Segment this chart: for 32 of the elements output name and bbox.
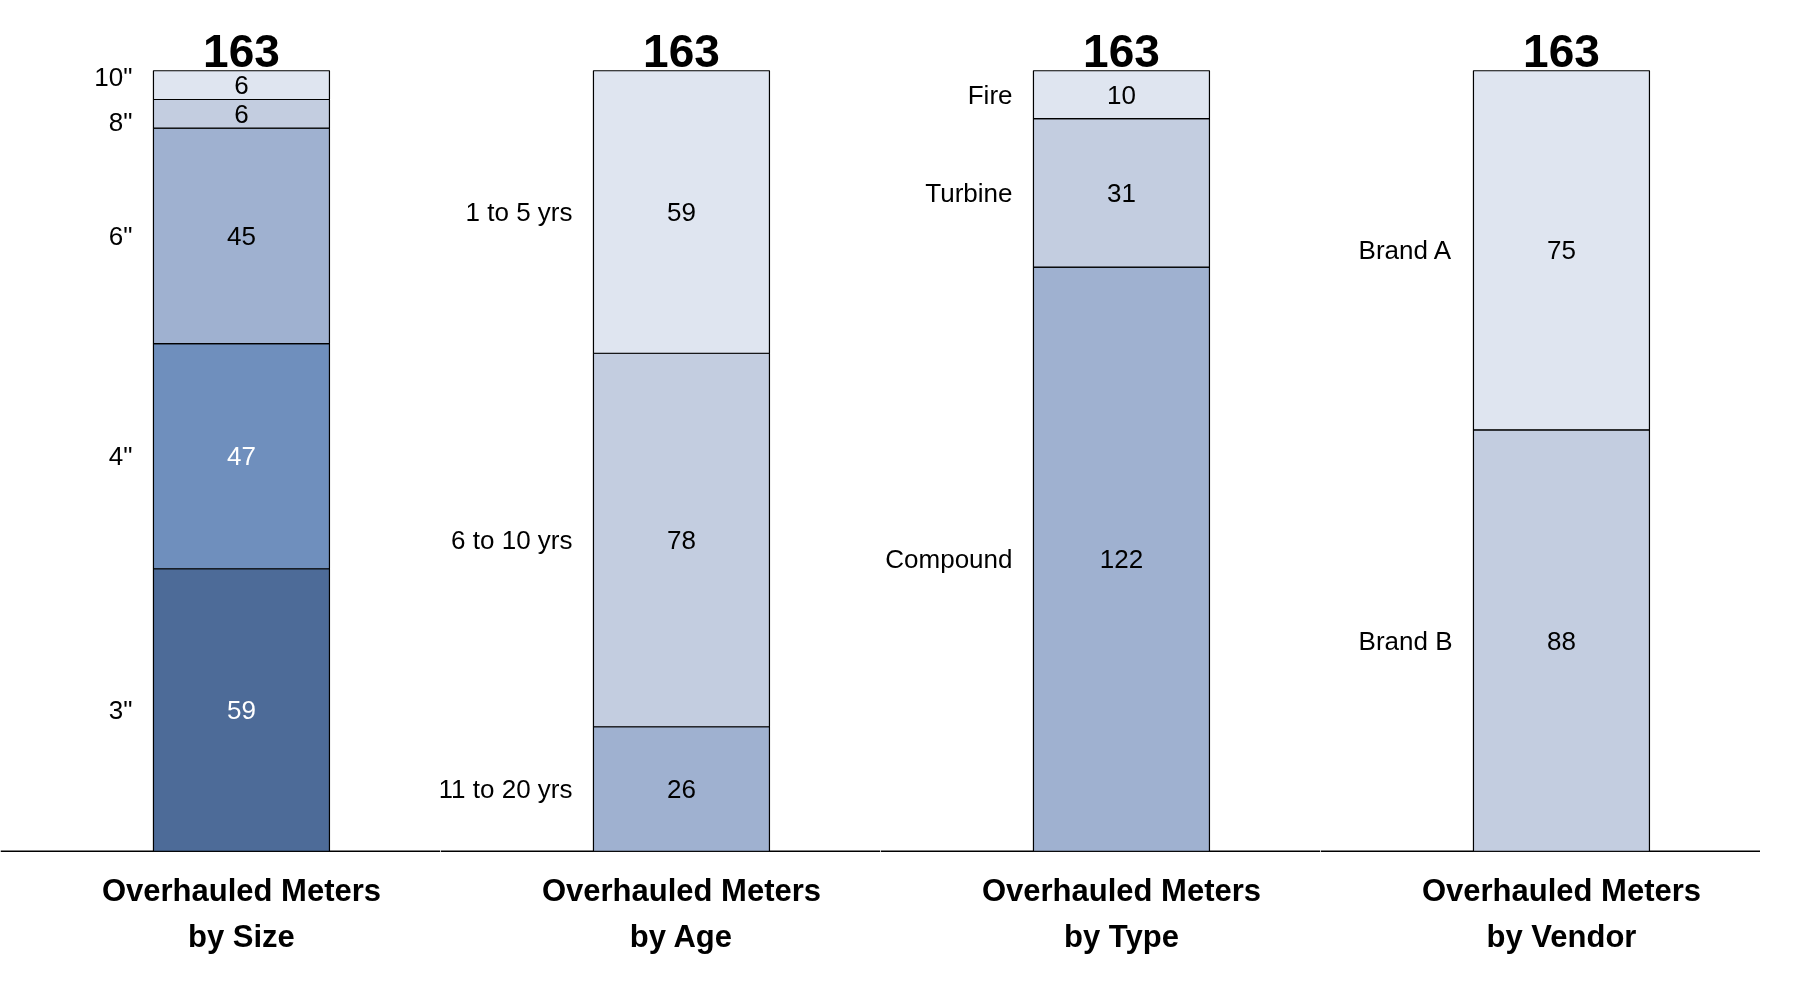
series-label: 1 to 5 yrs — [465, 197, 573, 227]
data-label: 6 — [234, 98, 249, 129]
series-label: 6 to 10 yrs — [451, 525, 573, 556]
data-label: 45 — [226, 220, 256, 251]
data-label: 31 — [1106, 177, 1136, 208]
series-label: 3" — [108, 695, 133, 725]
series-label: 11 to 20 yrs — [438, 774, 573, 804]
total-label: 163 — [1083, 24, 1160, 77]
series-label: Brand A — [1358, 235, 1452, 266]
data-label: 26 — [666, 774, 696, 804]
total-label: 163 — [643, 24, 720, 77]
text: Overhauled Meters by Age — [541, 873, 822, 954]
text: Overhauled Meters by Type — [981, 873, 1262, 954]
series-label: 4" — [108, 441, 133, 472]
data-label: 122 — [1099, 544, 1144, 575]
data-label: 47 — [226, 441, 256, 472]
series-label: Compound — [885, 544, 1013, 575]
series-label: Fire — [967, 79, 1013, 110]
series-label: 6" — [108, 220, 133, 251]
data-label: 78 — [666, 525, 696, 556]
data-label: 88 — [1546, 625, 1576, 656]
data-label: 75 — [1546, 235, 1576, 266]
data-label: 10 — [1106, 79, 1136, 110]
series-label: Brand B — [1358, 625, 1453, 656]
text: Overhauled Meters by Vendor — [1421, 873, 1702, 954]
text: Overhauled Meters by Size — [101, 873, 382, 954]
data-label: 59 — [226, 695, 256, 725]
series-label: 8" — [108, 106, 133, 137]
data-label: 59 — [666, 197, 696, 227]
series-label: 10" — [94, 62, 133, 93]
series-label: Turbine — [925, 177, 1013, 208]
total-label: 163 — [1523, 24, 1600, 77]
